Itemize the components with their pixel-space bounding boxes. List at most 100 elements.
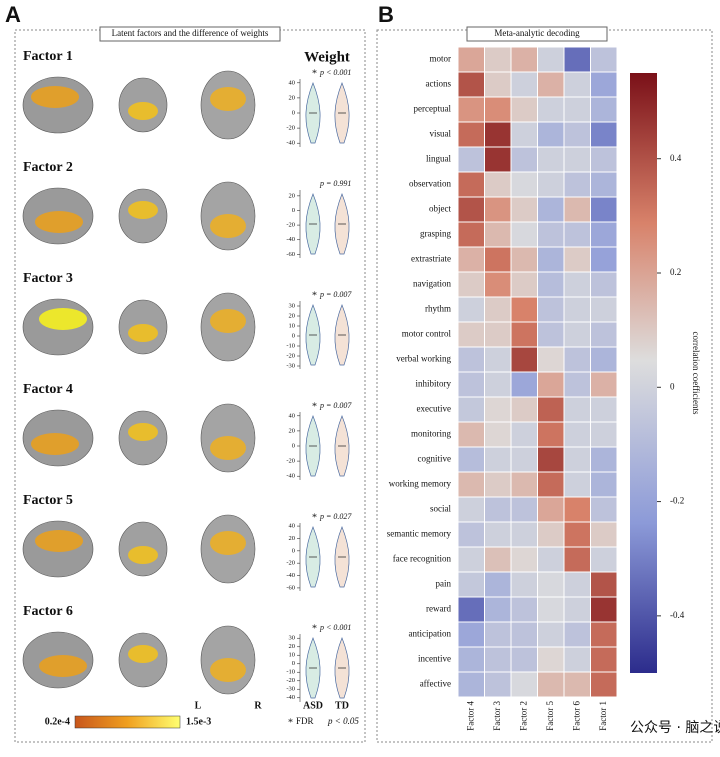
factor-title: Factor 2 (23, 160, 73, 175)
heatmap-cell (563, 121, 591, 148)
violin-tick-label: -40 (286, 236, 295, 243)
brain-activation (31, 86, 79, 108)
heatmap-cell (510, 446, 538, 473)
heatmap-cell (510, 221, 538, 248)
column-label: Factor 2 (518, 701, 528, 731)
row-label: incentive (418, 654, 451, 664)
p-value: p = 0.991 (319, 179, 351, 188)
heatmap-cell (510, 96, 538, 123)
row-label: executive (417, 404, 451, 414)
heatmap-cell (457, 471, 485, 498)
panel-label: A (5, 2, 21, 27)
violin-tick-label: 10 (289, 652, 296, 659)
brain-activation (210, 87, 246, 111)
heatmap-cell (457, 196, 485, 223)
violin-tick-label: 40 (289, 79, 296, 86)
heatmap-cell (563, 521, 591, 548)
violin-tick-label: -10 (286, 342, 295, 349)
hemisphere-label: R (254, 700, 262, 711)
heatmap-cell (537, 71, 565, 98)
heatmap-cell (563, 321, 591, 348)
heatmap-cell (457, 71, 485, 98)
heatmap-cell (484, 646, 512, 673)
heatmap-cell (537, 296, 565, 323)
heatmap-cell (484, 571, 512, 598)
violin-tick-label: 20 (289, 192, 296, 199)
fdr-p: p < 0.05 (327, 716, 359, 726)
heatmap-cell (484, 246, 512, 273)
heatmap-cell (484, 546, 512, 573)
violin-tick-label: 0 (292, 207, 295, 214)
row-label: inhibitory (416, 379, 452, 389)
brain-activation (128, 546, 158, 564)
heatmap-cell (510, 246, 538, 273)
heatmap-cell (484, 96, 512, 123)
heatmap-cell (510, 121, 538, 148)
violin-tick-label: 0 (292, 547, 295, 554)
heatmap-cell (563, 671, 591, 698)
violin-tick-label: -40 (286, 473, 295, 480)
heatmap-cell (537, 196, 565, 223)
heatmap-cell (484, 471, 512, 498)
heatmap-cell (510, 596, 538, 623)
heatmap-cell (457, 321, 485, 348)
column-label: Factor 4 (465, 701, 475, 731)
factor-title: Factor 6 (23, 604, 73, 619)
heatmap-cell (510, 71, 538, 98)
colorbar-tick-label: -0.2 (670, 496, 684, 506)
heatmap-cell (537, 496, 565, 523)
heatmap-cell (457, 396, 485, 423)
brain-activation (128, 324, 158, 342)
violin-tick-label: 0 (292, 442, 295, 449)
heatmap-cell (590, 296, 618, 323)
column-label: Factor 1 (598, 701, 608, 731)
heatmap-cell (563, 496, 591, 523)
panel-title: Meta-analytic decoding (494, 28, 580, 38)
p-value: p < 0.001 (319, 68, 351, 77)
row-label: working memory (389, 479, 452, 489)
heatmap-cell (563, 596, 591, 623)
factor-title: Factor 3 (23, 271, 73, 286)
heatmap-cell (590, 446, 618, 473)
heatmap-cell (590, 621, 618, 648)
heatmap-cell (484, 621, 512, 648)
heatmap-cell (537, 571, 565, 598)
heatmap-cell (484, 71, 512, 98)
heatmap-cell (563, 621, 591, 648)
row-label: visual (430, 129, 452, 139)
brain-activation (128, 201, 158, 219)
violin-tick-label: 0 (292, 660, 295, 667)
heatmap-cell (457, 171, 485, 198)
row-label: observation (409, 179, 451, 189)
heatmap-cell (537, 371, 565, 398)
violin-tick-label: -10 (286, 669, 295, 676)
heatmap-cell (484, 146, 512, 173)
heatmap-cell (537, 646, 565, 673)
heatmap-cell (563, 146, 591, 173)
factor-title: Factor 1 (23, 49, 73, 64)
heatmap-cell (537, 221, 565, 248)
heatmap-cell (510, 621, 538, 648)
heatmap-cell (457, 121, 485, 148)
violin-tick-label: -40 (286, 572, 295, 579)
heatmap-cell (537, 46, 565, 73)
heatmap-cell (537, 96, 565, 123)
heatmap-cell (590, 271, 618, 298)
brain-activation (210, 531, 246, 555)
heatmap-cell (510, 646, 538, 673)
heatmap-cell (563, 271, 591, 298)
heatmap-cell (484, 446, 512, 473)
heatmap-cell (563, 46, 591, 73)
heatmap-cell (510, 671, 538, 698)
violin-tick-label: -40 (286, 694, 295, 701)
brain-activation (31, 433, 79, 455)
column-label: Factor 3 (492, 701, 502, 731)
heatmap-cell (590, 221, 618, 248)
brain-activation (39, 655, 87, 677)
violin-tick-label: -20 (286, 677, 295, 684)
p-value: p = 0.007 (319, 290, 352, 299)
heatmap-cell (484, 196, 512, 223)
heatmap-cell (457, 621, 485, 648)
heatmap-cell (510, 296, 538, 323)
heatmap-cell (537, 471, 565, 498)
